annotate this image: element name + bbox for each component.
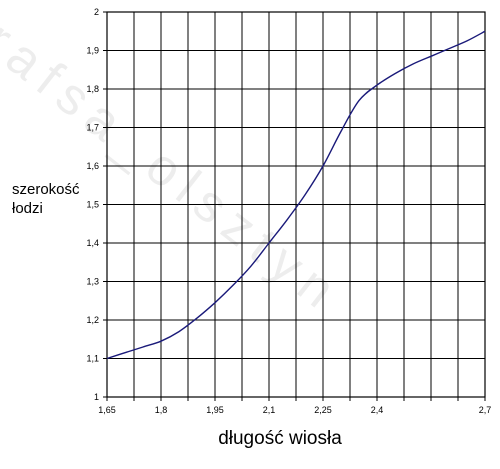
x-tick-label: 1,8	[155, 405, 168, 415]
series-line	[106, 30, 486, 360]
y-tick-label: 1,1	[86, 354, 99, 364]
y-tick-label: 1,5	[86, 200, 99, 210]
x-axis-label: długość wiosła	[218, 428, 342, 449]
x-tick-label: 2,1	[263, 405, 276, 415]
x-tick-label: 2,25	[314, 405, 332, 415]
y-tick-label: 1	[94, 392, 99, 402]
y-tick-label: 1,7	[86, 123, 99, 133]
x-tick-label: 1,95	[206, 405, 224, 415]
y-tick-label: 1,6	[86, 161, 99, 171]
y-tick-label: 1,8	[86, 84, 99, 94]
y-tick-label: 1,2	[86, 315, 99, 325]
y-axis-label: szerokość łodzi	[12, 180, 80, 218]
y-tick-label: 2	[94, 7, 99, 17]
x-tick-label: 1,65	[98, 405, 116, 415]
y-tick-labels: 1 1,1 1,2 1,3 1,4 1,5 1,6 1,7 1,8 1,9 2	[86, 7, 99, 402]
y-tick-label: 1,9	[86, 46, 99, 56]
y-tick-label: 1,3	[86, 277, 99, 287]
axes	[103, 11, 486, 401]
x-tick-labels: 1,65 1,8 1,95 2,1 2,25 2,4 2,7	[98, 405, 491, 415]
series	[106, 30, 486, 360]
x-tick-label: 2,7	[479, 405, 492, 415]
grid	[106, 11, 486, 398]
x-tick-label: 2,4	[371, 405, 384, 415]
y-tick-label: 1,4	[86, 238, 99, 248]
y-axis-label-line1: szerokość	[12, 181, 80, 198]
y-axis-label-line2: łodzi	[12, 200, 43, 217]
